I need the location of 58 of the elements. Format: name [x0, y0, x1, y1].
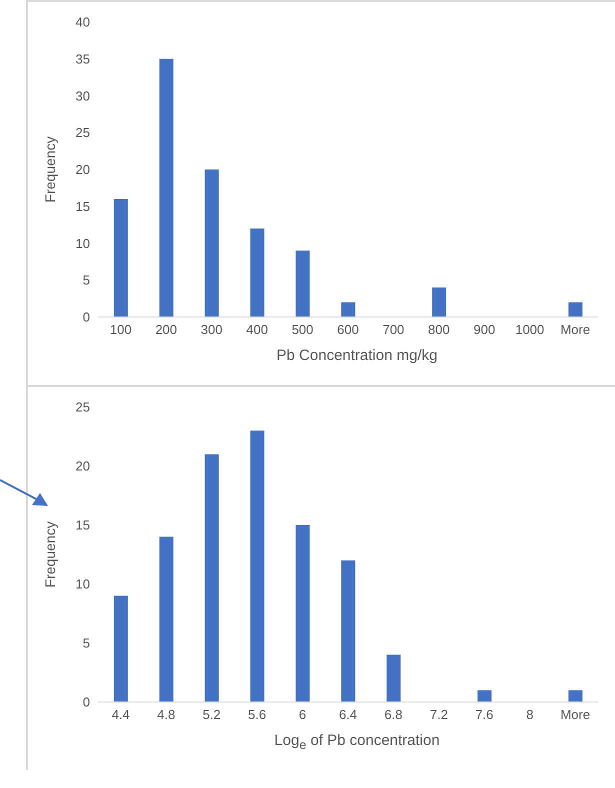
bar — [296, 250, 310, 317]
x-tick-label: 6 — [298, 707, 306, 722]
y-tick-label: 10 — [76, 576, 90, 592]
x-tick-label: More — [560, 322, 590, 338]
bar — [296, 525, 310, 702]
y-tick-label: 20 — [76, 162, 90, 178]
bar — [204, 454, 219, 702]
x-tick-label: 500 — [292, 322, 314, 338]
x-tick-label: 7.6 — [475, 707, 494, 722]
y-tick-label: 10 — [76, 236, 90, 251]
bar — [341, 302, 356, 317]
bar — [159, 536, 174, 702]
x-tick-label: 7.2 — [430, 707, 448, 722]
x-tick-label: 4.8 — [157, 707, 176, 722]
bar — [432, 288, 446, 317]
x-tick-label: 4.4 — [112, 707, 130, 722]
x-tick-label: 6.8 — [384, 707, 402, 722]
bar — [568, 690, 582, 702]
y-tick-label: 25 — [76, 125, 90, 140]
x-tick-label: 800 — [428, 322, 450, 338]
x-tick-label: 300 — [200, 322, 222, 338]
x-tick-label: 8 — [526, 707, 534, 722]
bar — [250, 228, 264, 317]
y-tick-label: 0 — [82, 310, 90, 325]
bar — [159, 58, 174, 317]
x-tick-label: 1000 — [515, 322, 544, 338]
y-tick-label: 15 — [76, 518, 90, 533]
bar — [386, 654, 401, 702]
x-tick-label: 700 — [382, 322, 404, 338]
bar — [341, 560, 356, 702]
x-tick-label: 200 — [155, 322, 178, 338]
bar — [114, 596, 128, 702]
y-tick-label: 25 — [76, 400, 90, 415]
y-axis-title: Frequency — [42, 521, 58, 588]
y-tick-label: 20 — [76, 458, 90, 474]
y-tick-label: 5 — [82, 636, 90, 651]
y-tick-label: 35 — [76, 51, 90, 66]
y-tick-label: 40 — [76, 14, 90, 30]
x-tick-label: 400 — [246, 322, 268, 338]
y-tick-label: 30 — [76, 88, 90, 104]
y-tick-label: 5 — [82, 272, 90, 288]
bar — [478, 690, 492, 702]
x-tick-label: 600 — [337, 322, 359, 338]
bar — [568, 302, 582, 317]
x-tick-label: 100 — [110, 322, 132, 338]
x-tick-label: 900 — [474, 322, 496, 338]
bar — [250, 430, 264, 702]
x-axis-title: Pb Concentration mg/kg — [276, 347, 438, 364]
x-tick-label: 6.4 — [338, 707, 358, 722]
y-tick-label: 0 — [82, 694, 90, 710]
x-tick-label: 5.2 — [202, 707, 221, 722]
bar — [114, 199, 128, 317]
bar — [204, 170, 219, 317]
y-tick-label: 15 — [76, 198, 90, 214]
x-axis-title: Log$_{e}$ of Pb concentration — [273, 732, 441, 752]
x-tick-label: More — [560, 707, 590, 722]
y-axis-title: Frequency — [42, 136, 58, 203]
x-tick-label: 5.6 — [248, 707, 266, 722]
